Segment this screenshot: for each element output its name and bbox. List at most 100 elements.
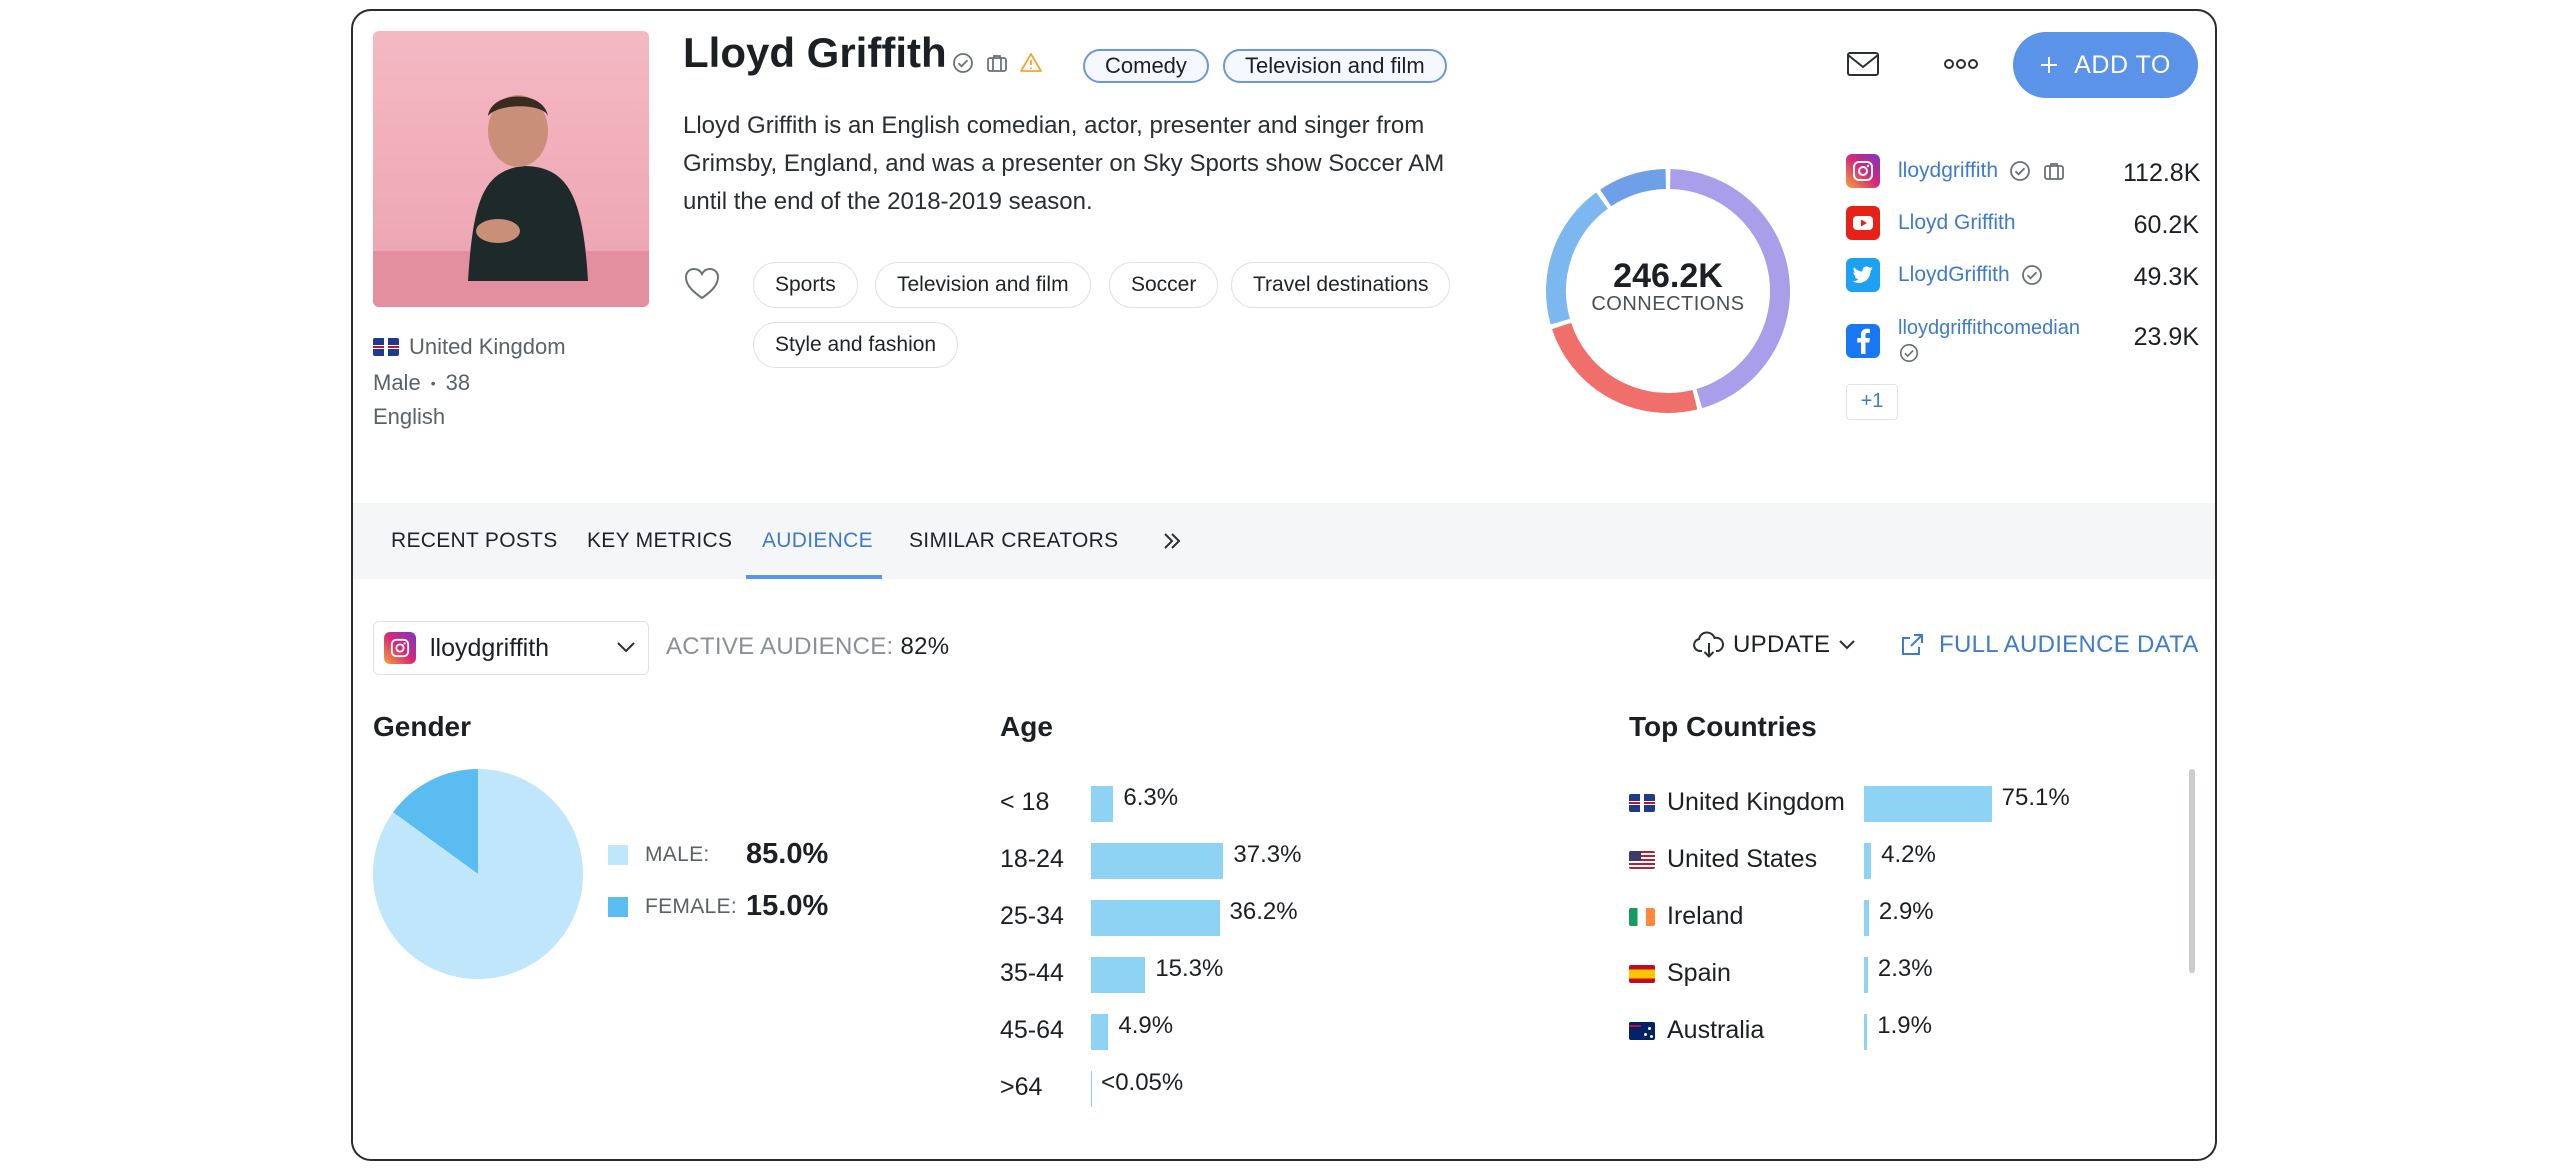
- age-bar: [1091, 1014, 1109, 1050]
- age-bar: [1091, 900, 1220, 936]
- external-link-icon: [1902, 634, 1923, 655]
- social-count-twitter: 49.3K: [2133, 263, 2199, 291]
- legend-swatch-male: [608, 845, 628, 865]
- legend-label-male: MALE:: [645, 843, 710, 866]
- country-bar: [1864, 843, 1872, 879]
- age-value: 6.3%: [1123, 784, 1179, 811]
- country-label: United Kingdom: [1629, 788, 1845, 817]
- verified-check-icon: [953, 53, 973, 73]
- country-name: Ireland: [1667, 902, 1744, 930]
- uk-flag-icon: [373, 338, 399, 356]
- creator-language: English: [373, 404, 446, 429]
- creator-photo: [373, 31, 649, 307]
- category-chip-comedy[interactable]: Comedy: [1083, 49, 1209, 83]
- facebook-handle-block: lloydgriffithcomedian: [1898, 317, 2080, 364]
- interest-tag-sports[interactable]: Sports: [753, 262, 858, 308]
- creator-profile-card: United Kingdom Male • 38 English Lloyd G…: [351, 9, 2217, 1161]
- country-flag-icon: [1629, 1021, 1655, 1040]
- cloud-download-icon: [1693, 631, 1724, 658]
- age-value: 37.3%: [1233, 841, 1302, 868]
- chevron-down-icon: [617, 642, 635, 653]
- interest-tag-soccer[interactable]: Soccer: [1109, 262, 1219, 308]
- plus-icon: [2041, 57, 2058, 73]
- age-label: < 18: [1000, 788, 1050, 816]
- country-label: Ireland: [1629, 902, 1743, 931]
- age-label: 35-44: [1000, 959, 1064, 987]
- selected-account: lloydgriffith: [430, 633, 550, 662]
- age-value: 4.9%: [1118, 1012, 1174, 1039]
- briefcase-icon: [987, 55, 1007, 72]
- country-name: United States: [1667, 845, 1818, 873]
- country-flag-icon: [1629, 964, 1655, 983]
- double-chevron-right-icon[interactable]: [1161, 530, 1183, 552]
- connections-donut-chart: [1546, 169, 1790, 413]
- creator-status-icons: [951, 51, 1043, 75]
- category-chip-television-and-film[interactable]: Television and film: [1223, 49, 1447, 83]
- creator-gender-age: Male • 38: [373, 370, 471, 395]
- age-label: 18-24: [1000, 845, 1064, 873]
- country-value: 2.3%: [1877, 955, 1933, 982]
- top-countries-title: Top Countries: [1629, 711, 1817, 742]
- social-row-facebook[interactable]: lloydgriffithcomedian: [1846, 317, 2080, 364]
- full-audience-data-link[interactable]: FULL AUDIENCE DATA: [1899, 631, 2199, 659]
- creator-bio: Lloyd Griffith is an English comedian, a…: [683, 112, 1445, 215]
- facebook-logo-icon: [1846, 323, 1880, 358]
- tab-similar-creators[interactable]: SIMILAR CREATORS: [909, 529, 1119, 552]
- verified-check-icon: [2010, 161, 2030, 181]
- legend-value-female: 15.0%: [746, 890, 829, 922]
- country-flag-icon: [1629, 793, 1655, 812]
- more-socials-button[interactable]: +1: [1846, 384, 1898, 420]
- briefcase-icon: [2044, 163, 2064, 180]
- bullet-separator: •: [430, 375, 436, 391]
- more-options-icon[interactable]: [1943, 49, 1979, 79]
- social-row-youtube[interactable]: Lloyd Griffith: [1846, 206, 2016, 240]
- social-row-instagram[interactable]: lloydgriffith: [1846, 154, 2066, 188]
- connections-label: CONNECTIONS: [1591, 293, 1745, 315]
- tab-key-metrics[interactable]: KEY METRICS: [587, 529, 733, 552]
- social-row-twitter[interactable]: LloydGriffith: [1846, 258, 2044, 292]
- countries-scrollbar[interactable]: [2189, 769, 2195, 973]
- profile-tabs: RECENT POSTS KEY METRICS AUDIENCE SIMILA…: [353, 503, 2215, 579]
- age-label: 45-64: [1000, 1016, 1064, 1044]
- legend-value-male: 85.0%: [746, 838, 829, 870]
- legend-label-female: FEMALE:: [645, 895, 737, 918]
- audience-account-select[interactable]: lloydgriffith: [373, 621, 649, 675]
- pie-slice-female: [393, 769, 478, 874]
- add-to-button[interactable]: ADD TO: [2013, 32, 2198, 98]
- interest-tag-style-and-fashion[interactable]: Style and fashion: [753, 322, 959, 368]
- country-name: Australia: [1667, 1016, 1765, 1044]
- donut-segment-youtube: [1552, 322, 1698, 413]
- age-label: >64: [1000, 1073, 1043, 1101]
- age-title: Age: [1000, 711, 1053, 742]
- country-label: United States: [1629, 845, 1817, 874]
- country-bar: [1864, 957, 1868, 993]
- age-bar: [1091, 957, 1146, 993]
- social-handle[interactable]: lloydgriffith: [1898, 159, 1998, 182]
- social-handle[interactable]: LloydGriffith: [1898, 263, 2010, 286]
- interest-tag-television-and-film[interactable]: Television and film: [875, 262, 1091, 308]
- social-handle[interactable]: Lloyd Griffith: [1898, 211, 2016, 234]
- country-flag-icon: [1629, 907, 1655, 926]
- gender-title: Gender: [373, 711, 472, 742]
- country-value: 1.9%: [1877, 1012, 1932, 1039]
- donut-segment-twitter: [1546, 192, 1609, 325]
- age-value: 15.3%: [1155, 955, 1224, 982]
- mail-icon[interactable]: [1846, 49, 1880, 79]
- country-label: Australia: [1629, 1016, 1764, 1045]
- active-audience-value: 82%: [900, 633, 950, 660]
- chevron-down-icon: [1839, 640, 1856, 650]
- creator-country: United Kingdom: [373, 334, 566, 360]
- social-handle[interactable]: lloydgriffithcomedian: [1898, 317, 2080, 339]
- update-button[interactable]: UPDATE: [1693, 631, 1856, 659]
- donut-segment-instagram: [1669, 169, 1790, 409]
- age-value: <0.05%: [1101, 1069, 1184, 1096]
- tab-audience[interactable]: AUDIENCE: [762, 529, 873, 552]
- active-audience: ACTIVE AUDIENCE: 82%: [666, 633, 950, 660]
- tab-recent-posts[interactable]: RECENT POSTS: [391, 529, 558, 552]
- age-label: 25-34: [1000, 902, 1064, 930]
- creator-name: Lloyd Griffith: [683, 29, 947, 76]
- age-bar: [1091, 786, 1114, 822]
- favorite-heart-icon[interactable]: [683, 266, 721, 302]
- interest-tag-travel-destinations[interactable]: Travel destinations: [1231, 262, 1451, 308]
- donut-segment-facebook: [1600, 169, 1667, 207]
